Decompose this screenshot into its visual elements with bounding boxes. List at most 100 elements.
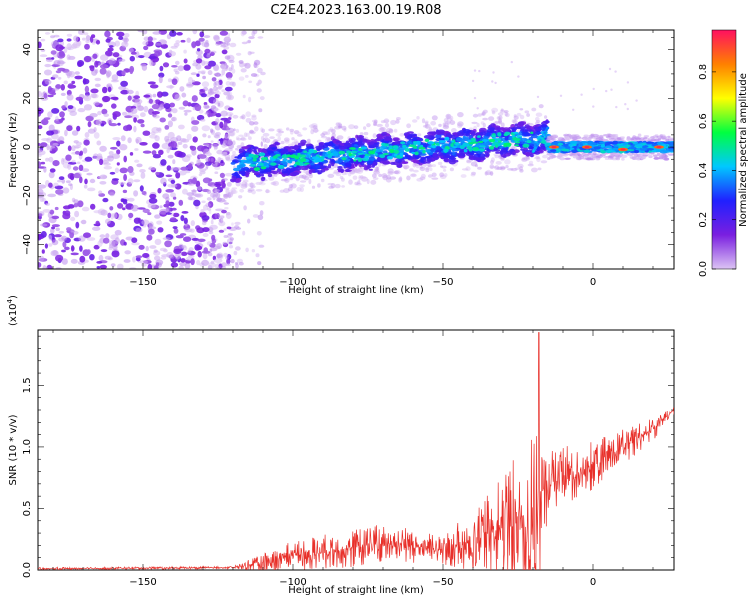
heatmap-cell xyxy=(202,227,210,233)
heatmap-cell xyxy=(244,152,250,158)
heatmap-cell xyxy=(302,127,308,131)
heatmap-cell xyxy=(182,143,188,149)
heatmap-cell xyxy=(161,91,169,97)
heatmap-cell xyxy=(494,144,499,148)
heatmap-cell xyxy=(81,37,86,41)
heatmap-cell xyxy=(240,183,248,189)
heatmap-cell xyxy=(215,41,221,46)
heatmap-cell xyxy=(500,122,505,128)
heatmap-cell xyxy=(668,143,674,147)
heatmap-cell xyxy=(373,121,378,126)
heatmap-cell xyxy=(200,70,206,75)
heatmap-cell xyxy=(148,98,153,104)
heatmap-cell xyxy=(488,116,495,121)
heatmap-cell xyxy=(571,149,578,153)
heatmap-cell xyxy=(256,231,262,236)
heatmap-cell xyxy=(44,243,49,249)
snr-panel: −150 −100 −50 0 0.00.51.01.5 Height of stra… xyxy=(6,295,675,596)
heatmap-cell xyxy=(339,175,344,180)
heatmap-cell xyxy=(264,138,271,144)
heatmap-cell xyxy=(233,250,238,256)
heatmap-cell xyxy=(223,91,231,96)
heatmap-cell xyxy=(100,209,108,216)
heatmap-cell xyxy=(86,172,93,176)
heatmap-cell xyxy=(131,242,140,246)
heatmap-cell xyxy=(355,161,360,164)
heatmap-cell xyxy=(254,172,260,176)
heatmap-cell xyxy=(118,86,127,90)
heatmap-cell xyxy=(230,190,234,196)
heatmap-cell xyxy=(122,189,128,194)
heatmap-cell xyxy=(183,58,188,64)
heatmap-cell xyxy=(459,153,465,157)
heatmap-cell xyxy=(182,100,189,107)
heatmap-cell xyxy=(148,221,154,229)
heatmap-cell xyxy=(109,123,118,127)
heatmap-cell xyxy=(147,203,156,209)
heatmap-cell xyxy=(219,121,224,129)
heatmap-cell xyxy=(52,74,59,79)
heatmap-cell xyxy=(579,143,584,147)
heatmap-cell xyxy=(207,91,217,95)
heatmap-cell xyxy=(511,119,517,123)
heatmap-cell xyxy=(489,165,497,169)
heatmap-cell xyxy=(403,165,408,170)
heatmap-cell xyxy=(471,171,476,175)
heatmap-cell xyxy=(66,54,71,61)
heatmap-cell xyxy=(533,147,537,151)
heatmap-cell xyxy=(58,176,65,181)
heatmap-cell xyxy=(57,179,62,183)
heatmap-cell xyxy=(281,168,289,174)
heatmap-cell xyxy=(45,202,50,206)
heatmap-cell xyxy=(535,119,541,123)
heatmap-cell xyxy=(473,141,478,144)
heatmap-cell xyxy=(327,173,335,178)
heatmap-cell xyxy=(79,245,83,252)
heatmap-cell xyxy=(381,173,388,179)
heatmap-cell xyxy=(181,244,187,249)
heatmap-cell xyxy=(70,245,75,252)
heatmap-cell xyxy=(349,147,356,150)
heatmap-cell xyxy=(491,107,499,113)
heatmap-cell xyxy=(65,154,72,161)
heatmap-cell xyxy=(248,182,254,187)
heatmap-cell xyxy=(253,150,258,154)
heatmap-cell xyxy=(587,142,597,146)
heatmap-cell xyxy=(257,67,263,73)
heatmap-cell xyxy=(533,126,539,130)
heatmap-cell xyxy=(299,162,304,166)
heatmap-cell xyxy=(99,64,109,69)
heatmap-cell xyxy=(171,141,178,149)
heatmap-cell xyxy=(505,112,510,118)
heatmap-cell xyxy=(359,176,367,179)
heatmap-cell xyxy=(201,125,211,132)
heatmap-cell xyxy=(247,189,253,193)
heatmap-cell xyxy=(310,129,315,135)
heatmap-cell xyxy=(211,163,218,168)
heatmap-cell xyxy=(368,157,375,162)
heatmap-cell xyxy=(435,150,441,153)
heatmap-cell xyxy=(234,262,239,265)
heatmap-cell xyxy=(426,162,431,168)
heatmap-cell xyxy=(101,108,108,115)
heatmap-cell xyxy=(291,141,296,147)
heatmap-cell xyxy=(55,70,62,74)
heatmap-cell xyxy=(371,119,378,123)
heatmap-cell xyxy=(183,64,191,71)
heatmap-cell xyxy=(225,256,229,260)
heatmap-cell xyxy=(373,123,377,127)
heatmap-cell xyxy=(49,209,55,215)
heatmap-cell xyxy=(249,51,255,54)
heatmap-cell xyxy=(230,154,236,160)
heatmap-cell xyxy=(58,50,65,57)
heatmap-cell xyxy=(268,128,275,132)
heatmap-cell xyxy=(435,142,439,146)
heatmap-cell xyxy=(219,30,229,36)
heatmap-cell xyxy=(213,133,220,138)
heatmap-cell xyxy=(488,146,495,150)
colorbar: 0.00.20.40.60.8 Normalized spectral ampl… xyxy=(698,29,749,277)
heatmap-cell xyxy=(351,167,358,172)
heatmap-cell xyxy=(148,228,155,235)
heatmap-cell xyxy=(363,166,369,171)
heatmap-cell xyxy=(454,142,460,146)
